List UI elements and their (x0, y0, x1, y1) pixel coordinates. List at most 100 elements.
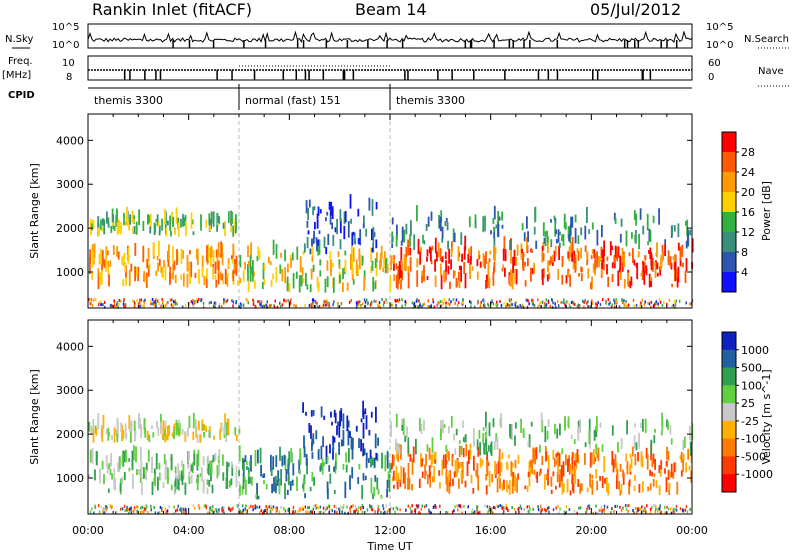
echo-cell (679, 246, 682, 261)
echo-cell (391, 236, 394, 243)
echo-cell (626, 461, 629, 475)
echo-cell (611, 262, 614, 269)
y-tick-label: 4000 (56, 134, 84, 147)
echo-cell (586, 251, 589, 261)
echo-cell (622, 469, 624, 478)
echo-cell (308, 199, 311, 208)
echo-cell (269, 304, 271, 308)
echo-cell (161, 509, 163, 512)
echo-cell (405, 223, 408, 235)
echo-cell (641, 298, 643, 302)
nsky-trace (87, 30, 693, 48)
echo-cell (423, 265, 425, 272)
echo-cell (396, 481, 399, 487)
echo-cell (338, 508, 341, 512)
echo-cell (546, 274, 549, 282)
echo-cell (240, 303, 243, 307)
echo-cell (655, 479, 658, 489)
echo-cell (148, 215, 151, 224)
beam-title: Beam 14 (355, 0, 427, 19)
echo-cell (454, 448, 457, 455)
echo-cell (690, 470, 693, 483)
echo-cell (370, 411, 373, 418)
echo-cell (175, 207, 178, 224)
echo-cell (453, 232, 456, 243)
echo-cell (328, 201, 331, 210)
echo-cell (142, 474, 145, 479)
echo-cell (535, 447, 538, 460)
colorbar-tick-label: 1000 (741, 344, 769, 357)
echo-cell (202, 481, 205, 489)
echo-cell (637, 251, 640, 258)
velocity-cbar-label: Velocity [m s^-1] (760, 369, 773, 464)
echo-cell (176, 508, 179, 512)
echo-cell (401, 419, 403, 427)
echo-cell (143, 270, 146, 281)
y-tick-label: 3000 (56, 384, 84, 397)
echo-cell (550, 256, 552, 264)
echo-cell (547, 455, 550, 470)
echo-cell (490, 441, 493, 456)
echo-cell (417, 238, 420, 255)
echo-cell (313, 504, 315, 508)
echo-cell (658, 465, 661, 474)
echo-cell (365, 415, 368, 430)
echo-cell (129, 214, 131, 225)
echo-cell (363, 270, 366, 281)
echo-cell (664, 239, 667, 244)
echo-cell (213, 435, 215, 440)
echo-cell (355, 508, 358, 512)
echo-cell (533, 304, 536, 307)
echo-cell (333, 409, 336, 418)
echo-cell (686, 229, 689, 246)
echo-cell (645, 510, 647, 514)
echo-cell (679, 507, 682, 511)
echo-cell (471, 510, 473, 514)
echo-cell (661, 253, 664, 262)
echo-cell (419, 250, 422, 265)
echo-cell (514, 422, 517, 429)
echo-cell (658, 485, 661, 496)
echo-cell (320, 510, 322, 514)
echo-cell (450, 416, 453, 428)
echo-cell (217, 260, 220, 272)
echo-cell (685, 505, 688, 509)
freq-label: Freq. (8, 56, 33, 67)
echo-cell (307, 230, 310, 235)
echo-cell (360, 439, 362, 452)
echo-cell (637, 452, 639, 462)
echo-cell (101, 428, 103, 438)
echo-cell (479, 457, 482, 468)
echo-cell (660, 257, 662, 270)
y-tick-label: 4000 (56, 340, 84, 353)
echo-cell (559, 231, 561, 236)
echo-cell (326, 481, 329, 495)
echo-cell (413, 305, 415, 308)
echo-cell (541, 245, 544, 252)
echo-cell (120, 422, 123, 433)
echo-cell (312, 300, 314, 304)
echo-cell (215, 249, 218, 258)
echo-cell (552, 301, 554, 305)
echo-cell (463, 246, 466, 260)
echo-cell (283, 454, 286, 465)
echo-cell (116, 428, 119, 443)
echo-cell (486, 505, 489, 509)
echo-cell (132, 218, 135, 223)
echo-cell (397, 299, 400, 303)
echo-cell (273, 477, 275, 492)
echo-cell (674, 507, 676, 511)
echo-cell (511, 506, 513, 509)
echo-cell (606, 505, 609, 509)
echo-cell (421, 458, 423, 467)
echo-cell (270, 504, 272, 508)
echo-cell (415, 504, 418, 508)
echo-cell (222, 280, 225, 285)
echo-cell (377, 303, 380, 307)
echo-cell (494, 461, 496, 476)
echo-cell (422, 234, 424, 244)
echo-cell (332, 435, 334, 446)
echo-cell (502, 264, 505, 269)
echo-cell (180, 507, 182, 511)
echo-cell (307, 207, 309, 221)
